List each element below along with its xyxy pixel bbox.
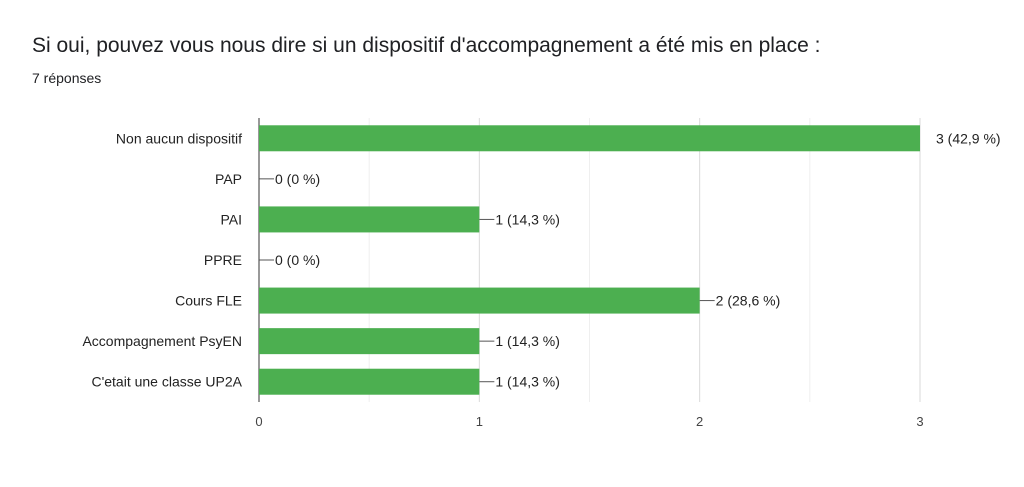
x-tick-label: 2	[696, 414, 703, 429]
bars	[259, 125, 920, 395]
value-label: 0 (0 %)	[275, 252, 320, 268]
value-label: 2 (28,6 %)	[716, 293, 781, 309]
category-label: PPRE	[204, 252, 242, 268]
category-label: C'etait une classe UP2A	[91, 374, 242, 390]
x-tick-label: 0	[255, 414, 262, 429]
bar	[259, 206, 480, 233]
value-label: 1 (14,3 %)	[495, 333, 560, 349]
response-count: 7 réponses	[32, 70, 102, 86]
value-label: 1 (14,3 %)	[495, 211, 560, 227]
category-label: Cours FLE	[175, 293, 242, 309]
category-label: Accompagnement PsyEN	[82, 333, 242, 349]
grid	[258, 118, 921, 402]
value-label: 3 (42,9 %)	[936, 130, 1001, 146]
category-label: PAP	[215, 171, 242, 187]
category-label: PAI	[220, 211, 242, 227]
bar	[259, 328, 480, 355]
bar	[259, 287, 700, 314]
category-label: Non aucun dispositif	[116, 130, 242, 146]
bar	[259, 125, 920, 152]
value-label: 1 (14,3 %)	[495, 374, 560, 390]
chart-title: Si oui, pouvez vous nous dire si un disp…	[32, 34, 821, 57]
bar	[259, 368, 480, 395]
value-label: 0 (0 %)	[275, 171, 320, 187]
x-tick-label: 3	[916, 414, 923, 429]
x-tick-label: 1	[476, 414, 483, 429]
labels: 0 1 2 3 Non aucun dispositif 3 (42,9 %) PAP 0 (…	[82, 130, 1000, 429]
